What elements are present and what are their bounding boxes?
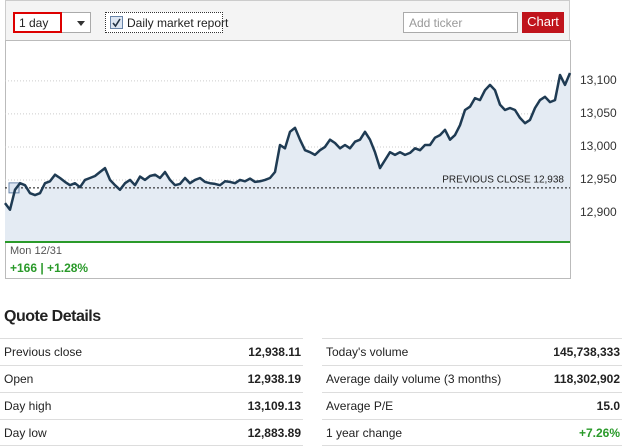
- checkbox-label: Daily market report: [127, 16, 229, 30]
- row-value: 118,302,902: [553, 372, 620, 386]
- row-label: Average daily volume (3 months): [326, 372, 502, 386]
- row-label: Average P/E: [326, 399, 394, 413]
- row-divider: [0, 419, 303, 420]
- row-divider: [0, 365, 303, 366]
- row-divider: [322, 392, 622, 393]
- area-fill: [5, 73, 570, 242]
- previous-close-label: PREVIOUS CLOSE 12,938: [442, 175, 564, 186]
- row-value: 13,109.13: [247, 399, 301, 413]
- row-divider: [322, 419, 622, 420]
- chart-button[interactable]: Chart: [522, 12, 564, 33]
- row-divider: [322, 338, 622, 339]
- row-divider: [0, 392, 303, 393]
- row-label: Today's volume: [326, 345, 409, 359]
- y-tick-label: 13,100: [580, 73, 617, 87]
- row-divider: [0, 338, 303, 339]
- row-value: 12,938.19: [247, 372, 301, 386]
- row-label: Day low: [4, 426, 47, 440]
- range-select-value: 1 day: [13, 12, 62, 33]
- ticker-input[interactable]: Add ticker: [403, 12, 518, 33]
- row-label: Previous close: [4, 345, 83, 359]
- row-value: 145,738,333: [553, 345, 620, 359]
- row-divider: [322, 365, 622, 366]
- checkbox[interactable]: [110, 16, 123, 29]
- date-label: Mon 12/31: [10, 245, 62, 257]
- y-tick-label: 12,950: [580, 172, 617, 186]
- row-label: Day high: [4, 399, 52, 413]
- price-chart: 12,900 12,950 13,000 13,050 13,100 PREVIOUS C…: [4, 40, 617, 279]
- y-tick-label: 13,000: [580, 139, 617, 153]
- y-tick-label: 13,050: [580, 106, 617, 120]
- y-tick-label: 12,900: [580, 205, 617, 219]
- row-value: 12,883.89: [247, 426, 301, 440]
- chart-frame: [5, 40, 571, 279]
- row-value: +7.26%: [578, 426, 620, 440]
- price-line: [4, 72, 572, 211]
- row-label: Open: [4, 372, 34, 386]
- row-label: 1 year change: [326, 426, 403, 440]
- section-title: Quote Details: [4, 308, 101, 325]
- change-label: +166 | +1.28%: [10, 261, 89, 275]
- row-value: 15.0: [596, 399, 620, 413]
- checkbox-control[interactable]: Daily market report: [105, 12, 228, 33]
- row-value: 12,938.11: [248, 345, 301, 359]
- range-select[interactable]: 1 day: [13, 12, 91, 33]
- dropdown-arrow: [77, 21, 85, 26]
